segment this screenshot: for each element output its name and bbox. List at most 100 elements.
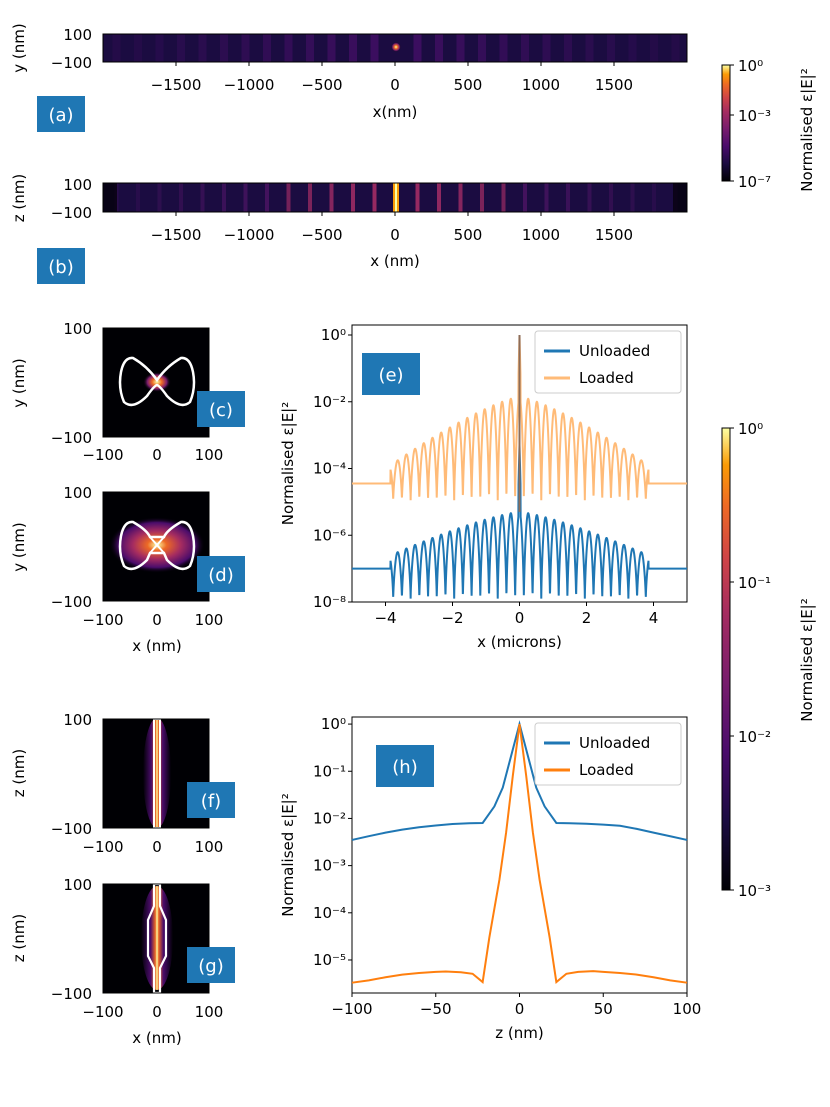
chart-e-legend-label: Loaded [579, 369, 634, 387]
panel-d-ytick-bottom: −100 [51, 593, 92, 611]
panel-b-label: (b) [48, 257, 73, 278]
panel-a-stripe [327, 34, 336, 62]
panel-a-stripe [499, 34, 508, 62]
panel-b-stripe [544, 183, 549, 212]
panel-g-xlabel: x (nm) [132, 1029, 181, 1047]
panel-b-stripe [329, 183, 334, 212]
panel-c-bowtie-outline [118, 356, 196, 407]
panel-b-stripe [652, 183, 656, 212]
panel-b-xlabel: x (nm) [370, 252, 419, 270]
chart-e-legend [534, 330, 682, 394]
chart-e-xtick-label: 0 [515, 609, 525, 627]
panel-a-ytick-top: 100 [63, 26, 92, 44]
chart-e: −4 −2 0 2 4 10⁰ 10⁻² 10⁻⁴ 10⁻⁶ 10⁻⁸ x (microns) Nor… [279, 324, 688, 651]
panel-a-stripe [542, 34, 551, 62]
panel-a-stripe [349, 34, 357, 62]
chart-h-legend [534, 722, 682, 786]
panel-a-stripe [220, 34, 228, 62]
panel-b-stripe [501, 183, 506, 212]
panel-a-stripe [413, 34, 422, 62]
chart-e-series-loaded [352, 334, 687, 501]
chart-e-xlabel: x (microns) [477, 633, 562, 651]
panel-h-label: (h) [392, 757, 417, 778]
chart-h-legend-label: Unloaded [579, 734, 650, 752]
panel-f-ytick-bottom: −100 [51, 820, 92, 838]
chart-h-xtick-label: 100 [673, 1000, 702, 1018]
chart-h-xtick-label: −50 [420, 1000, 452, 1018]
panel-g-xtick-1: 0 [152, 1003, 162, 1021]
chart-h-xlabel: z (nm) [495, 1024, 543, 1042]
panel-b-stripe [437, 183, 441, 212]
panel-a-stripe [671, 34, 680, 62]
panel-b-stripe [587, 183, 592, 212]
panel-c-xtick-0: −100 [82, 446, 123, 464]
panel-g-xtick-2: 100 [195, 1003, 224, 1021]
panel-h-label-box [376, 745, 434, 787]
panel-e-label: (e) [378, 365, 403, 386]
chart-e-xtick-label: 2 [582, 609, 592, 627]
panel-a-xtick: 1000 [522, 76, 560, 94]
chart-e-ylabel: Normalised ε|E|² [279, 402, 297, 525]
panel-f-hotspot [143, 718, 171, 828]
panel-g-xtick-0: −100 [82, 1003, 123, 1021]
chart-e-xtick-label: 4 [649, 609, 659, 627]
panel-b-stripe [265, 183, 269, 212]
colorbar-top-tick-2: 10⁻⁷ [738, 173, 771, 191]
panel-a-stripe [650, 34, 658, 62]
panel-b-xtick: 1000 [522, 226, 560, 244]
chart-h: −100 −50 0 50 100 10⁰ 10⁻¹ 10⁻² 10⁻³ 10⁻⁴ 10⁻⁵ z (n… [279, 715, 701, 1042]
panel-a-stripe [607, 34, 615, 62]
panel-g-label: (g) [198, 956, 223, 977]
colorbar-right-tick-3: 10⁻³ [738, 882, 771, 900]
panel-g-ytick-bottom: −100 [51, 985, 92, 1003]
panel-d-xlabel: x (nm) [132, 637, 181, 655]
panel-c-xtick-2: 100 [195, 446, 224, 464]
panel-c-ytick-bottom: −100 [51, 429, 92, 447]
panel-f-xtick-0: −100 [82, 838, 123, 856]
panel-b-stripe [630, 183, 635, 212]
panel-a-xtick: 500 [454, 76, 483, 94]
chart-h-ytick-label: 10⁻² [313, 809, 346, 827]
panel-b-stripe [566, 183, 570, 212]
colorbar-top-gradient [721, 64, 731, 182]
colorbar-right-tick-1: 10⁻¹ [738, 574, 771, 592]
panel-a-stripe [564, 34, 572, 62]
panel-a-stripe [370, 34, 379, 62]
panel-b-xtick: 500 [454, 226, 483, 244]
panel-a-ylabel: y (nm) [10, 23, 28, 72]
panel-a-stripe [478, 34, 486, 62]
chart-h-ytick-label: 10⁻¹ [313, 762, 346, 780]
panel-c-ylabel: y (nm) [10, 358, 28, 407]
panel-c-label-box [197, 391, 245, 427]
panel-b-stripe [372, 183, 377, 212]
chart-e-xtick-label: −2 [441, 609, 463, 627]
panel-d-xtick-2: 100 [195, 611, 224, 629]
colorbar-top-tick-1: 10⁻³ [738, 107, 771, 125]
panel-b-stripe [200, 183, 205, 212]
panel-b-stripe [415, 183, 420, 212]
chart-h-legend-label: Loaded [579, 761, 634, 779]
panel-f-label-box [187, 782, 235, 818]
panel-a-stripe [198, 34, 207, 62]
panel-b-xtick: −500 [301, 226, 342, 244]
panel-a-stripe [435, 34, 443, 62]
panel-a-xtick: −1500 [151, 76, 202, 94]
panel-c-xtick-1: 0 [152, 446, 162, 464]
panel-c: 100 −100 y (nm) −100 0 100 (c) [10, 320, 245, 464]
chart-h-ytick-label: 10⁻⁵ [313, 951, 346, 969]
panel-a-stripe [155, 34, 164, 62]
panel-f-label: (f) [201, 791, 221, 812]
panel-a-stripe [134, 34, 142, 62]
panel-g-label-box [187, 947, 235, 983]
chart-e-ytick-label: 10⁻⁶ [313, 526, 346, 544]
panel-b-stripe [157, 183, 162, 212]
panel-a: 100 −100 y (nm) −1500 −1000 −500 0 500 1000 15… [10, 23, 688, 132]
panel-b-ytick-top: 100 [63, 176, 92, 194]
chart-e-ytick-label: 10⁰ [321, 326, 346, 344]
panel-d-ytick-top: 100 [63, 484, 92, 502]
panel-a-stripe [456, 34, 465, 62]
panel-g-ytick-top: 100 [63, 876, 92, 894]
panel-f-ytick-top: 100 [63, 711, 92, 729]
chart-e-legend-label: Unloaded [579, 342, 650, 360]
chart-e-xtick-label: −4 [374, 609, 396, 627]
